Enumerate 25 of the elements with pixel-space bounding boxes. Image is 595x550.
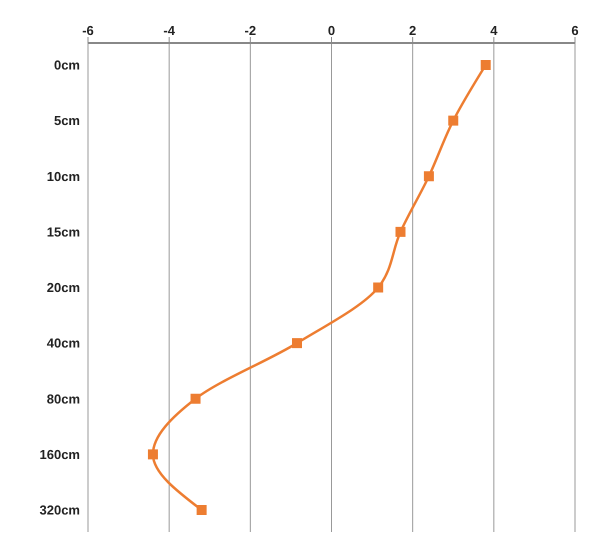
x-tick-label: 6 <box>571 23 579 38</box>
point <box>148 449 158 460</box>
y-tick-label: 80cm <box>46 391 80 406</box>
x-tick-label: 0 <box>328 23 336 38</box>
y-tick-label: 10cm <box>46 168 80 184</box>
y-tick-label: 320cm <box>40 502 80 518</box>
x-tick-label: -4 <box>163 23 176 38</box>
point <box>448 116 458 126</box>
point <box>196 505 207 515</box>
x-tick-label: -2 <box>244 23 256 38</box>
y-tick-label: 0cm <box>54 58 80 73</box>
x-tick-label: -6 <box>82 23 94 38</box>
point <box>480 60 491 70</box>
y-tick-label: 5cm <box>54 113 80 128</box>
point <box>292 338 302 348</box>
y-tick-label: 15cm <box>46 224 80 240</box>
point <box>373 282 384 292</box>
y-tick-label: 40cm <box>46 336 80 351</box>
y-tick-label: 20cm <box>46 280 80 296</box>
point <box>395 226 406 237</box>
y-tick-label: 160cm <box>40 446 80 462</box>
point <box>190 394 201 404</box>
point <box>424 171 434 182</box>
x-tick-label: 4 <box>490 23 498 38</box>
x-tick-label: 2 <box>409 23 416 38</box>
